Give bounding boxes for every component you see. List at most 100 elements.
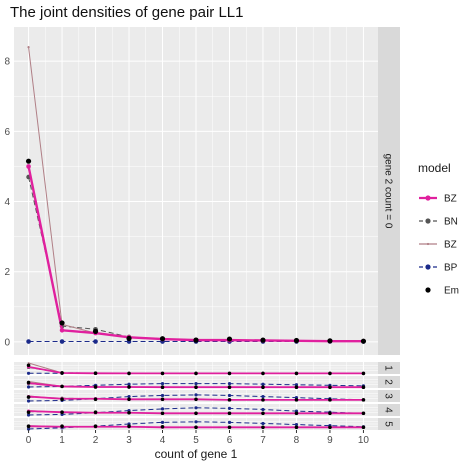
data-point-4 [227,398,232,402]
main-panel: 0 2 4 6 8 gene 2 count = 0 [4,27,400,355]
data-point-3 [227,393,232,398]
legend-label: BZ [444,194,457,205]
data-point-4 [194,411,198,416]
data-point-3 [294,383,299,387]
x-axis: 0 1 2 3 4 5 6 7 8 9 10 count of gene 1 [26,430,369,461]
data-point-3 [26,399,31,403]
data-point-4 [361,425,366,430]
small-panel-4: 4 [14,404,400,417]
strip-background [378,404,400,416]
legend-key-point [425,218,431,224]
data-point-3 [160,382,165,386]
legend-label: BN [444,217,458,228]
data-point-4 [159,336,166,342]
data-point-4 [92,328,99,334]
small-panel-5: 5 [14,418,400,431]
data-point-4 [26,410,31,415]
data-point-4 [360,338,367,344]
data-point-3 [261,421,265,426]
x-tick-label: 3 [126,435,132,446]
data-point-4 [294,385,299,389]
data-point-4 [193,337,199,343]
data-point-4 [160,424,165,429]
x-tick-label: 1 [59,435,65,446]
strip-background [378,27,400,355]
data-point-4 [26,395,31,399]
x-tick-label: 9 [327,435,333,446]
data-point-3 [227,382,232,386]
data-point-3 [261,382,265,386]
main-panel-group: 0 2 4 6 8 gene 2 count = 0 [4,27,400,355]
data-point-4 [226,336,233,342]
data-point-4 [227,371,232,376]
data-point-4 [293,337,300,344]
data-point-3 [26,427,31,431]
data-point-0 [26,164,31,169]
data-point-4 [160,385,165,389]
data-point-4 [361,411,366,416]
data-point-4 [261,425,265,430]
data-point-4 [160,397,165,402]
small-panel-2: 2 [14,376,400,389]
strip-label: gene 2 count = 0 [383,154,394,229]
y-tick-label: 8 [4,57,10,68]
legend: model BZ BN BZ BP Em [418,161,459,299]
y-tick-label: 4 [4,197,10,208]
y-tick-label: 0 [4,337,10,348]
data-point-4 [93,410,98,415]
data-point-4 [361,385,366,389]
x-tick-label: 6 [227,435,233,446]
strip-background [378,362,400,374]
x-tick-label: 4 [160,435,166,446]
data-point-4 [227,425,232,430]
legend-key-point [425,264,431,270]
data-point-4 [194,425,198,430]
data-point-4 [127,385,131,389]
data-point-4 [160,411,165,416]
x-axis-title: count of gene 1 [155,447,238,461]
data-point-4 [26,424,31,429]
data-point-4 [194,397,198,402]
data-point-4 [26,363,31,368]
data-point-4 [294,371,299,376]
data-point-4 [127,424,131,429]
data-point-4 [261,398,265,402]
data-point-2 [27,362,30,364]
data-point-3 [93,339,98,344]
legend-key-4 [418,281,438,299]
x-tick-label: 0 [26,435,32,446]
data-point-4 [60,371,64,375]
strip-label: 5 [383,421,394,427]
legend-key-point [425,195,431,201]
data-point-3 [194,420,198,424]
data-point-4 [60,397,64,402]
data-point-0 [59,328,65,333]
data-point-4 [261,411,265,416]
x-tick-label: 8 [294,435,300,446]
data-point-4 [327,338,333,344]
x-tick-label: 5 [193,435,199,446]
data-point-4 [294,411,299,416]
data-point-4 [59,320,65,326]
legend-key-3 [418,258,438,276]
data-point-3 [261,407,265,412]
data-point-3 [127,394,131,399]
legend-key-0 [418,189,438,207]
data-point-3 [294,422,299,427]
data-point-3 [59,339,65,344]
data-point-3 [160,420,165,424]
small-panel-3: 3 [14,390,400,403]
data-point-3 [227,420,232,424]
x-tick-label: 2 [93,435,99,446]
data-point-4 [294,398,299,402]
data-point-3 [26,413,31,417]
data-point-3 [194,382,198,386]
data-point-4 [127,397,131,402]
data-point-3 [261,394,265,399]
data-point-4 [194,371,198,376]
data-point-3 [26,371,31,375]
legend-key-point [425,287,431,293]
legend-label: BP [444,263,458,274]
small-panels: 1 2 3 4 5 [14,362,400,431]
chart-title: The joint densities of gene pair LL1 [10,4,244,21]
